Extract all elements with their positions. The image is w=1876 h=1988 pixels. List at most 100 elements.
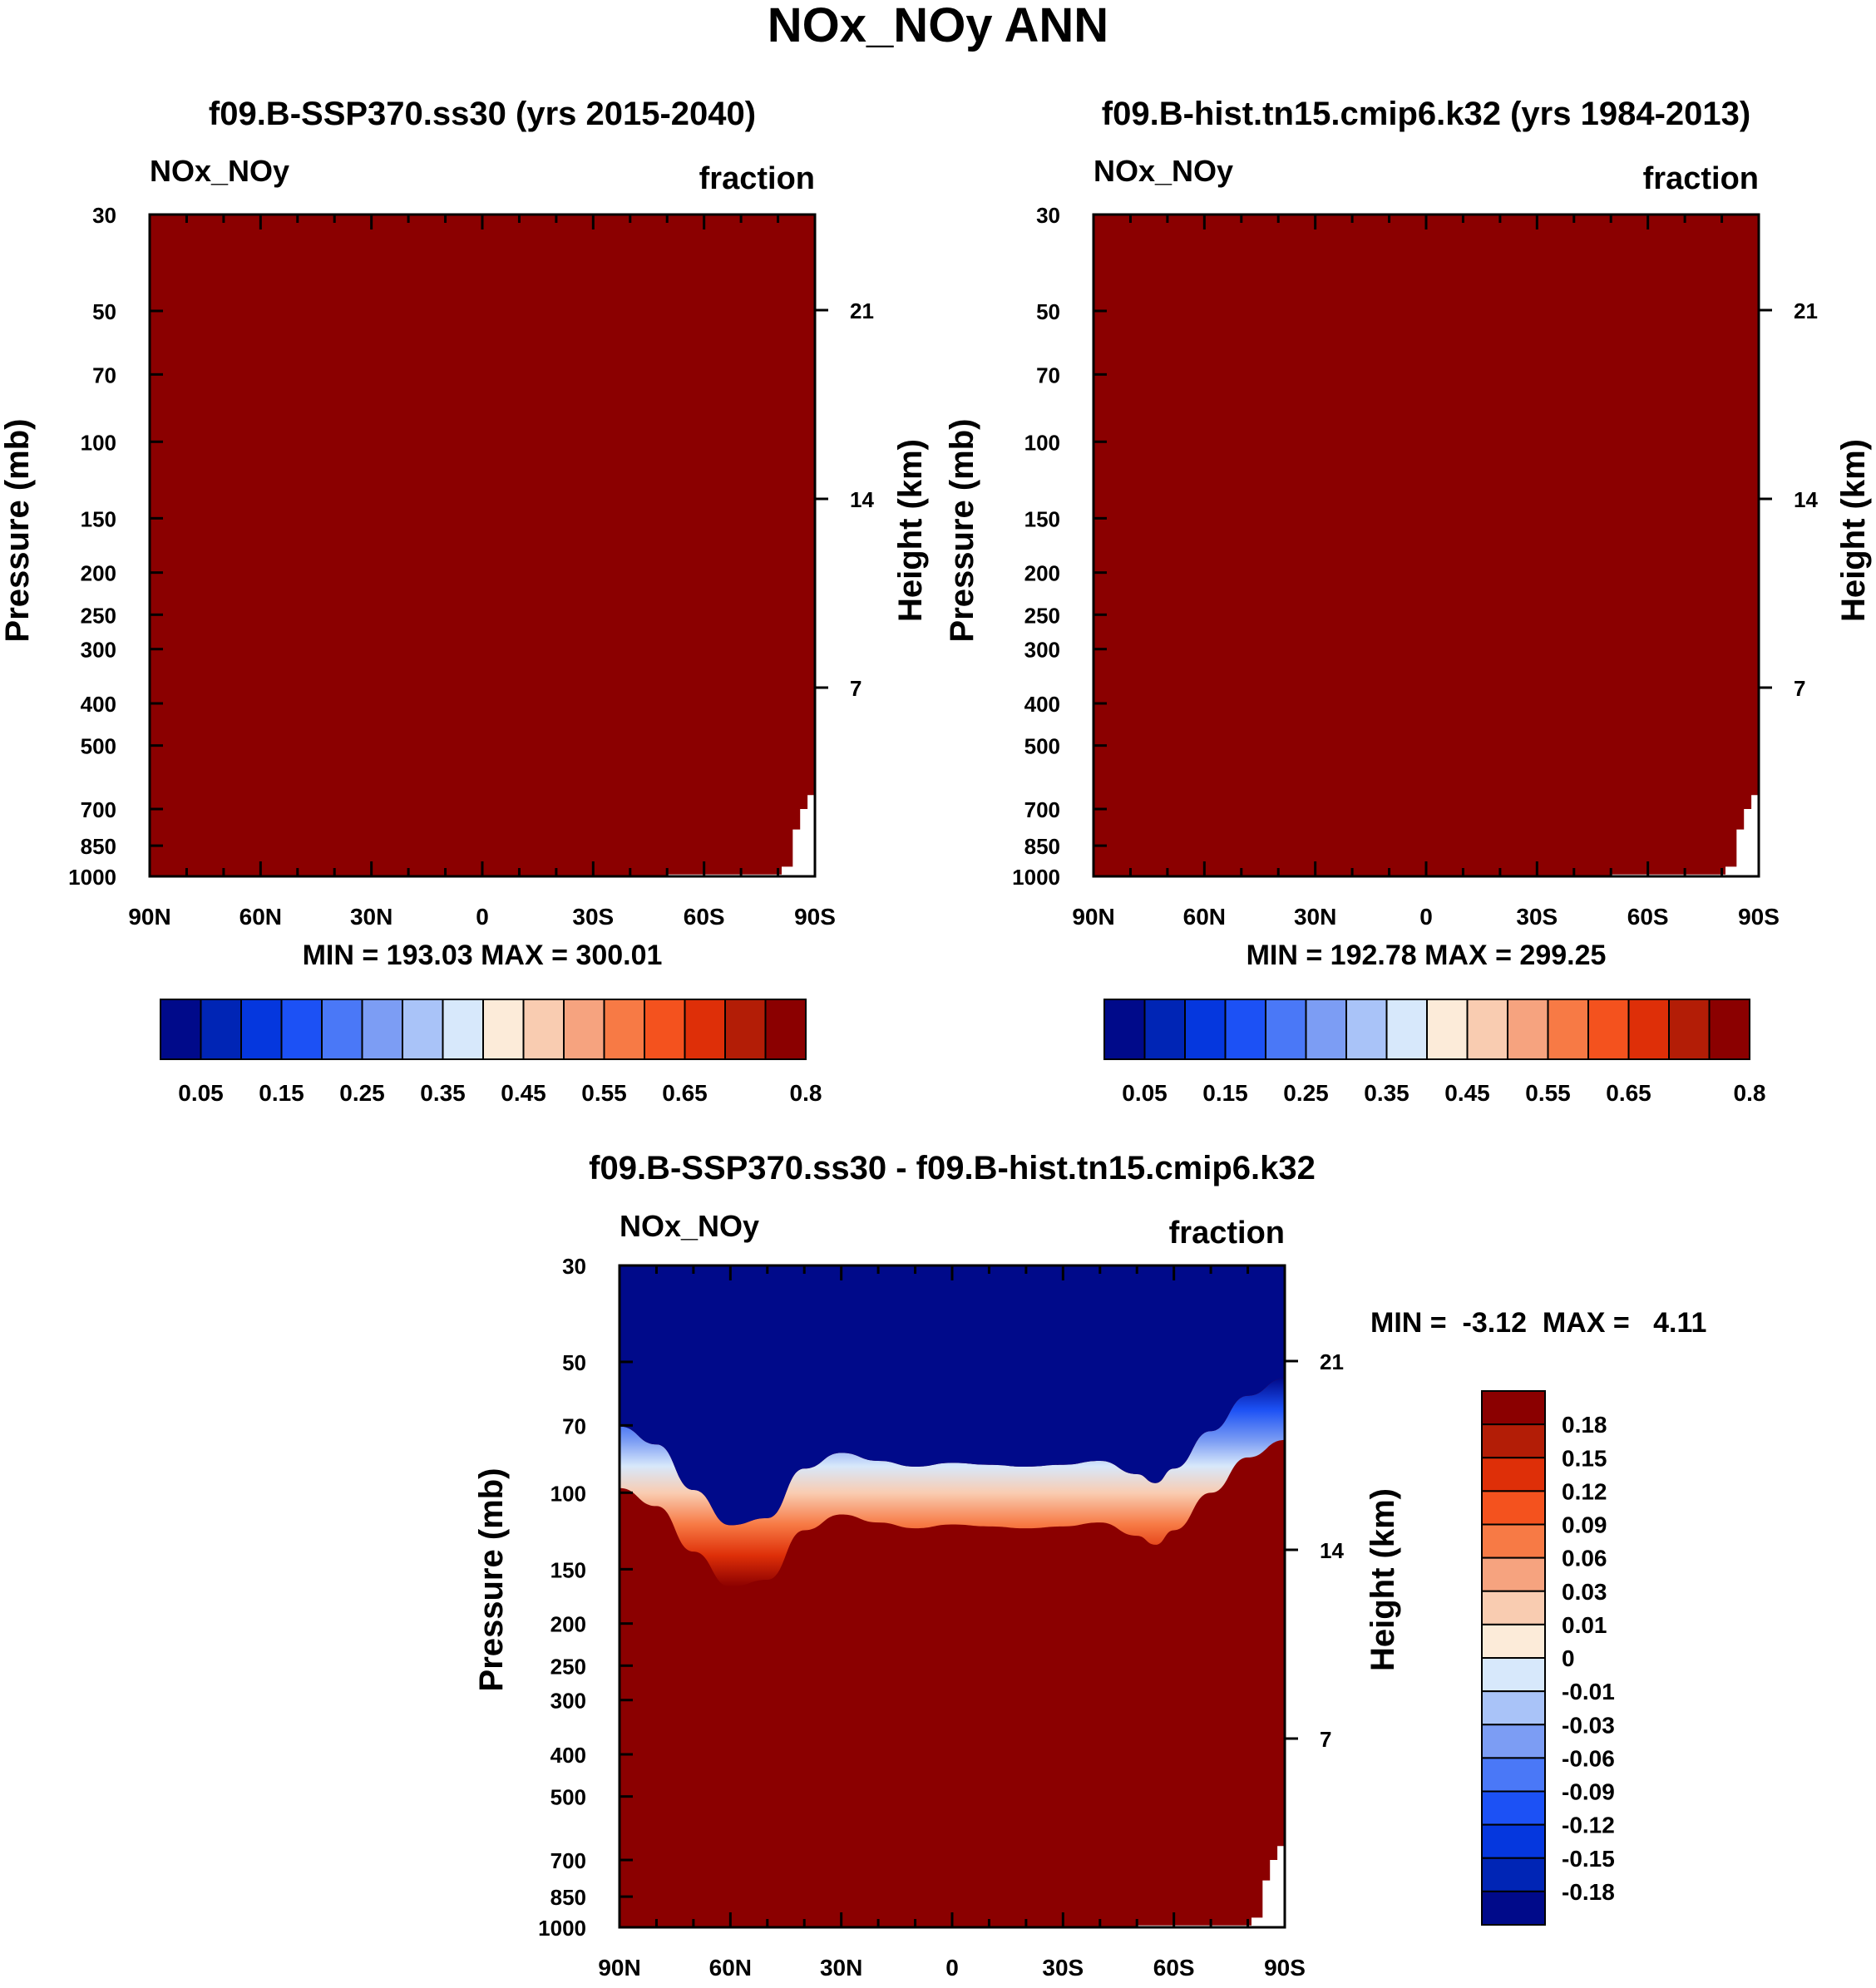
y-tick-label: 200 <box>81 561 116 586</box>
colorbar-box <box>1481 1623 1546 1659</box>
colorbar-label: 0.15 <box>259 1080 304 1106</box>
panel-1-stats: MIN = 193.03 MAX = 300.01 <box>303 940 663 971</box>
colorbar-label: 0.8 <box>790 1080 822 1106</box>
panel-3-units: fraction <box>1169 1216 1285 1251</box>
x-tick-label: 0 <box>945 1955 959 1981</box>
colorbar-label: 0.03 <box>1562 1579 1607 1605</box>
y2-tick-label: 21 <box>1794 298 1818 323</box>
colorbar-box <box>1481 1790 1546 1826</box>
panel-1-colorbar: 0.05 0.15 0.25 0.35 0.45 0.55 0.65 0.8 <box>160 999 822 1106</box>
x-tick-label: 90N <box>1072 904 1114 930</box>
y-tick-label: 300 <box>550 1689 586 1714</box>
colorbar-box <box>321 999 363 1060</box>
missing-data-patch <box>1611 795 1759 876</box>
colorbar-label: 0.55 <box>1525 1080 1571 1106</box>
colorbar-box <box>1481 1390 1546 1426</box>
colorbar-box <box>1265 999 1307 1060</box>
x-tick-label: 90N <box>128 904 170 930</box>
panel-2-missing-region <box>1611 795 1759 876</box>
y-tick-label: 700 <box>550 1848 586 1873</box>
panel-3-missing-region <box>1137 1846 1285 1927</box>
panel-3-title: f09.B-SSP370.ss30 - f09.B-hist.tn15.cmip… <box>589 1150 1316 1186</box>
colorbar-box <box>160 999 202 1060</box>
figure-title: NOx_NOy ANN <box>768 0 1108 52</box>
y-tick-label: 70 <box>562 1413 586 1438</box>
colorbar-box <box>522 999 565 1060</box>
colorbar-label: 0.55 <box>581 1080 627 1106</box>
x-tick-label: 0 <box>1419 904 1433 930</box>
colorbar-box <box>1224 999 1266 1060</box>
colorbar-box <box>280 999 323 1060</box>
colorbar-box <box>1587 999 1630 1060</box>
panel-1-field <box>150 215 815 876</box>
x-tick-label: 90S <box>1264 1955 1306 1981</box>
y-tick-label: 1000 <box>68 865 116 890</box>
colorbar-box <box>442 999 484 1060</box>
colorbar-label: 0.25 <box>339 1080 385 1106</box>
y-tick-label: 400 <box>550 1743 586 1768</box>
colorbar-label: 0.01 <box>1562 1612 1607 1638</box>
panel-3: f09.B-SSP370.ss30 - f09.B-hist.tn15.cmip… <box>473 1150 1706 1981</box>
panel-3-variable: NOx_NOy <box>620 1209 759 1243</box>
colorbar-label: -0.06 <box>1562 1745 1615 1771</box>
colorbar-box <box>1481 1423 1546 1459</box>
colorbar-box <box>603 999 645 1060</box>
colorbar-label: -0.18 <box>1562 1879 1615 1905</box>
panel-1-ylabel: Pressure (mb) <box>0 419 36 643</box>
y2-tick-label: 14 <box>1320 1538 1344 1563</box>
colorbar-box <box>1481 1457 1546 1492</box>
colorbar-label: 0.15 <box>1562 1445 1607 1471</box>
y-tick-label: 100 <box>1024 430 1060 455</box>
y-tick-label: 850 <box>1024 834 1060 859</box>
y-tick-label: 500 <box>81 734 116 759</box>
x-tick-label: 90S <box>1738 904 1780 930</box>
colorbar-box <box>482 999 525 1060</box>
colorbar-label: -0.12 <box>1562 1813 1615 1838</box>
colorbar-box <box>764 999 807 1060</box>
y2-tick-label: 7 <box>1320 1727 1331 1752</box>
panel-2-y2label: Height (km) <box>1835 439 1872 622</box>
colorbar-label: 0.18 <box>1562 1412 1607 1438</box>
colorbar-label: 0.45 <box>501 1080 546 1106</box>
colorbar-box <box>1668 999 1711 1060</box>
panel-3-axes: 3050701001502002503004005007008501000211… <box>538 1254 1344 1981</box>
y-tick-label: 850 <box>550 1885 586 1910</box>
colorbar-box <box>1547 999 1589 1060</box>
colorbar-label: 0 <box>1562 1645 1575 1671</box>
y-tick-label: 1000 <box>1012 865 1060 890</box>
panel-2-stats: MIN = 192.78 MAX = 299.25 <box>1247 940 1607 971</box>
panel-3-negative-region <box>620 1265 1285 1526</box>
panel-3-y2label: Height (km) <box>1365 1488 1401 1671</box>
x-tick-label: 30N <box>1294 904 1336 930</box>
y-tick-label: 400 <box>1024 692 1060 717</box>
colorbar-box <box>1481 1657 1546 1693</box>
x-tick-label: 60N <box>239 904 282 930</box>
y-tick-label: 50 <box>562 1350 586 1375</box>
y2-tick-label: 14 <box>850 487 874 512</box>
colorbar-label: 0.12 <box>1562 1478 1607 1504</box>
colorbar-label: 0.35 <box>420 1080 466 1106</box>
x-tick-label: 60S <box>1627 904 1669 930</box>
colorbar-label: 0.65 <box>1606 1080 1651 1106</box>
x-tick-label: 0 <box>476 904 489 930</box>
colorbar-label: 0.15 <box>1202 1080 1248 1106</box>
panel-1-units: fraction <box>699 161 815 196</box>
colorbar-label: -0.09 <box>1562 1779 1615 1805</box>
y-tick-label: 70 <box>1036 363 1060 387</box>
colorbar-label: -0.01 <box>1562 1679 1615 1704</box>
panel-2-variable: NOx_NOy <box>1094 154 1233 188</box>
y-tick-label: 250 <box>1024 603 1060 628</box>
y2-tick-label: 21 <box>850 298 874 323</box>
panel-1-axes: 3050701001502002503004005007008501000211… <box>68 203 874 930</box>
y-tick-label: 100 <box>81 430 116 455</box>
colorbar-label: 0.09 <box>1562 1512 1607 1538</box>
panel-2-ylabel: Pressure (mb) <box>944 419 980 643</box>
y-tick-label: 700 <box>81 797 116 822</box>
panel-1: f09.B-SSP370.ss30 (yrs 2015-2040) NOx_NO… <box>0 96 929 1106</box>
y-tick-label: 700 <box>1024 797 1060 822</box>
y-tick-label: 200 <box>1024 561 1060 586</box>
panel-1-title: f09.B-SSP370.ss30 (yrs 2015-2040) <box>209 96 756 132</box>
missing-data-patch <box>667 795 815 876</box>
y-tick-label: 400 <box>81 692 116 717</box>
panel-2-title: f09.B-hist.tn15.cmip6.k32 (yrs 1984-2013… <box>1102 96 1750 132</box>
